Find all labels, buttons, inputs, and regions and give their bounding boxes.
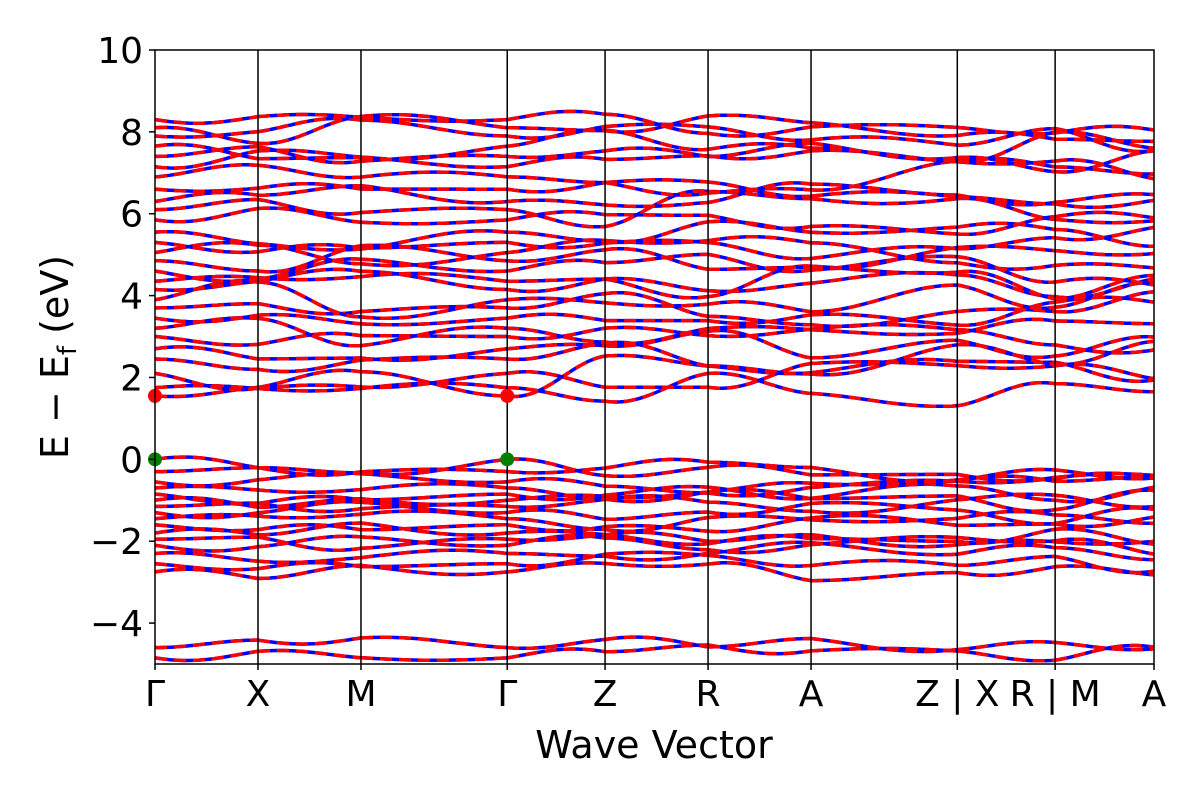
band-line-spin-up — [155, 181, 1154, 209]
band-line-spin-up — [155, 482, 1154, 506]
band-line-spin-up — [155, 109, 1154, 138]
y-axis-ticks: −4 −2 0 2 4 6 8 10 — [90, 31, 155, 645]
band-line-spin-up — [155, 492, 1154, 515]
band-line-spin-up — [155, 290, 1154, 329]
band-line-spin-up — [155, 322, 1154, 355]
band-line-spin-up — [155, 264, 1154, 301]
band-line-spin-up — [155, 635, 1154, 654]
x-tick-label: M — [345, 674, 376, 715]
x-axis-ticks: Γ X M Γ Z R A Z | X R | M A — [145, 664, 1167, 715]
band-line-spin-up — [155, 295, 1154, 328]
band-line-spin-up — [155, 243, 1154, 274]
band-line-spin-up — [155, 267, 1154, 300]
band-line-spin-up — [155, 219, 1154, 252]
band-line-spin-up — [155, 643, 1154, 663]
vbm-marker — [500, 452, 515, 467]
band-line-spin-up — [155, 141, 1154, 174]
x-tick-label: R | M — [1010, 674, 1101, 715]
y-tick-label: 8 — [120, 113, 143, 154]
y-tick-label: −4 — [90, 604, 143, 645]
band-line-spin-up — [155, 206, 1154, 237]
y-axis-title-unit: (eV) — [33, 255, 77, 346]
band-line-spin-up — [155, 316, 1154, 348]
x-tick-label: A — [1142, 674, 1167, 715]
band-line-spin-up — [155, 371, 1154, 409]
band-line-spin-up — [155, 116, 1154, 154]
y-tick-label: 2 — [120, 358, 143, 399]
band-line-spin-up — [155, 540, 1154, 565]
x-tick-label: A — [799, 674, 824, 715]
band-line-spin-up — [155, 509, 1154, 533]
band-line-spin-up — [155, 360, 1154, 392]
band-line-spin-up — [155, 500, 1154, 526]
band-line-spin-up — [155, 252, 1154, 287]
x-tick-label: Z | X — [915, 674, 999, 715]
x-tick-label: Γ — [145, 674, 165, 715]
plot-frame — [154, 49, 1155, 665]
band-line-spin-up — [155, 561, 1154, 583]
y-tick-label: 0 — [120, 440, 143, 481]
band-line-spin-up — [155, 455, 1154, 483]
band-line-spin-up — [155, 550, 1154, 575]
y-axis-title-sub: f — [53, 345, 83, 355]
band-line-spin-up — [155, 353, 1154, 399]
band-line-spin-up — [155, 156, 1154, 197]
band-line-spin-up — [155, 513, 1154, 534]
band-line-spin-up — [155, 474, 1154, 504]
band-line-spin-up — [155, 189, 1154, 229]
band-lines — [155, 109, 1154, 663]
x-tick-label: Z — [593, 674, 618, 715]
band-line-spin-up — [155, 235, 1154, 271]
y-tick-label: 6 — [120, 195, 143, 236]
y-tick-label: −2 — [90, 522, 143, 563]
band-edge-markers — [148, 388, 515, 467]
band-line-spin-up — [155, 178, 1154, 210]
x-tick-label: R — [696, 674, 721, 715]
high-symmetry-lines — [257, 50, 1056, 664]
band-line-spin-up — [155, 457, 1154, 484]
x-axis-title: Wave Vector — [535, 723, 773, 767]
band-line-spin-up — [155, 279, 1154, 320]
x-tick-label: Γ — [497, 674, 517, 715]
y-tick-label: 4 — [120, 277, 143, 318]
band-line-spin-up — [155, 487, 1154, 513]
x-tick-label: X — [246, 674, 271, 715]
y-axis-title-main: E − E — [33, 355, 77, 459]
cbm-marker — [500, 388, 515, 403]
y-axis-title: E − Ef (eV) — [33, 255, 83, 459]
y-tick-label: 10 — [97, 31, 143, 72]
band-line-spin-up — [155, 328, 1154, 362]
